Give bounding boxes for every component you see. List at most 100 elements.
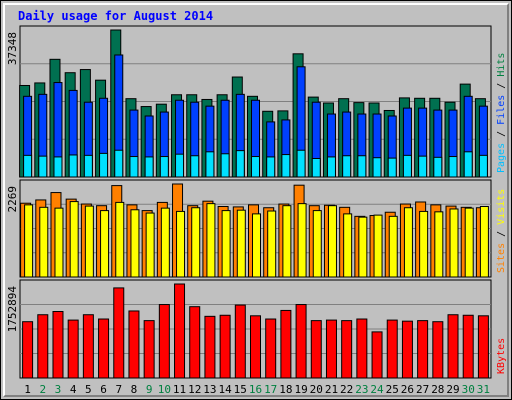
bar-kbytes-kbytes-day-16 (250, 315, 261, 379)
panel-hits-legend-part-1: / (496, 125, 507, 143)
x-tick-day-13: 13 (203, 383, 216, 396)
panel-hits: 37348 Pages / Files / Hits (6, 25, 507, 178)
bar-hits-pages-day-17 (266, 156, 276, 178)
bar-kbytes-kbytes-day-10 (158, 304, 170, 379)
bar-kbytes-kbytes-day-30 (462, 314, 474, 379)
bar-kbytes-kbytes-day-26 (401, 320, 413, 379)
x-tick-day-30: 30 (462, 383, 475, 396)
bar-kbytes-kbytes-day-24 (371, 331, 383, 379)
bar-visits-visits-day-22 (343, 213, 353, 278)
x-tick-day-14: 14 (218, 383, 232, 396)
bar-hits-pages-day-9 (144, 156, 154, 178)
bar-hits-pages-day-30 (463, 151, 473, 178)
bar-kbytes-kbytes-day-25 (386, 319, 398, 379)
bar-kbytes-kbytes-day-13 (204, 315, 216, 379)
bar-visits-visits-day-20 (312, 210, 322, 278)
x-tick-day-12: 12 (188, 383, 201, 396)
bar-hits-pages-day-24 (372, 157, 382, 178)
x-tick-day-29: 29 (446, 383, 459, 396)
bar-visits-visits-day-14 (221, 210, 231, 278)
bar-hits-pages-day-4 (68, 154, 78, 178)
bar-visits-visits-day-5 (84, 205, 94, 278)
bar-visits-visits-day-26 (403, 207, 413, 278)
bar-kbytes-kbytes-day-17 (265, 318, 277, 379)
bar-hits-pages-day-1 (23, 154, 33, 178)
panel-visits-legend-part-2: Visits (496, 189, 507, 225)
bar-kbytes-kbytes-day-23 (356, 318, 368, 379)
bar-hits-pages-day-7 (114, 149, 124, 178)
bar-hits-pages-day-6 (99, 152, 109, 178)
bar-kbytes-kbytes-day-9 (143, 320, 155, 379)
bar-visits-visits-day-16 (252, 213, 261, 278)
x-tick-day-22: 22 (340, 383, 353, 396)
bar-kbytes-kbytes-day-15 (234, 304, 246, 379)
panel-kbytes-legend-label: KBytes (496, 338, 507, 374)
x-tick-day-15: 15 (234, 383, 247, 396)
bar-hits-pages-day-8 (129, 156, 139, 178)
bar-hits-pages-day-20 (311, 158, 321, 178)
bar-visits-visits-day-7 (115, 201, 125, 278)
panel-hits-legend-part-2: Files (496, 95, 507, 125)
bar-visits-visits-day-21 (327, 205, 337, 278)
bar-hits-pages-day-29 (448, 156, 458, 178)
bar-visits-visits-day-9 (145, 212, 155, 278)
bar-visits-visits-day-27 (419, 210, 429, 278)
bar-visits-visits-day-8 (130, 209, 140, 278)
x-tick-day-28: 28 (431, 383, 444, 396)
x-tick-day-27: 27 (416, 383, 429, 396)
bar-visits-visits-day-29 (449, 208, 459, 278)
x-tick-day-19: 19 (294, 383, 307, 396)
panel-visits-ymax-label: 2269 (6, 186, 19, 213)
x-tick-day-11: 11 (173, 383, 186, 396)
bar-hits-pages-day-14 (220, 153, 230, 178)
bar-hits-pages-day-18 (281, 154, 291, 178)
chart-bevel (3, 3, 509, 397)
bar-visits-visits-day-13 (206, 203, 216, 278)
bar-kbytes-kbytes-day-5 (82, 314, 94, 379)
bar-visits-visits-day-2 (39, 206, 49, 278)
x-axis-labels: 1 2 3 4 5 6 7 8 9 10 11 12 13 14 15 16 17 18 19 20 21 22 23 24 2… (24, 383, 490, 396)
x-tick-day-20: 20 (310, 383, 323, 396)
x-tick-day-10: 10 (158, 383, 171, 396)
panel-kbytes: 1752894 KBytes (6, 279, 507, 379)
bar-hits-pages-day-2 (38, 155, 48, 178)
panel-visits-legend-part-1: / (496, 225, 507, 243)
bar-hits-pages-day-16 (251, 156, 260, 178)
bar-kbytes-kbytes-day-1 (22, 321, 34, 379)
bar-kbytes-kbytes-day-12 (189, 306, 201, 379)
bar-kbytes-kbytes-day-6 (98, 318, 110, 379)
bar-hits-pages-day-3 (53, 156, 63, 178)
x-tick-day-2: 2 (39, 383, 46, 396)
bar-hits-pages-day-21 (326, 156, 336, 178)
bar-kbytes-kbytes-day-28 (432, 321, 444, 379)
bar-hits-pages-day-22 (342, 155, 352, 178)
bar-kbytes-kbytes-day-19 (295, 304, 307, 379)
bar-visits-visits-day-31 (479, 206, 489, 278)
x-tick-day-17: 17 (264, 383, 277, 396)
x-tick-day-1: 1 (24, 383, 31, 396)
panel-kbytes-ymax-label: 1752894 (6, 286, 19, 333)
bar-kbytes-kbytes-day-29 (447, 314, 459, 379)
bar-hits-pages-day-5 (83, 154, 93, 178)
bar-kbytes-kbytes-day-7 (113, 287, 125, 379)
bar-kbytes-kbytes-day-8 (128, 310, 140, 379)
bar-visits-visits-day-3 (54, 207, 64, 278)
bar-kbytes-kbytes-day-27 (417, 320, 429, 379)
bar-visits-visits-day-25 (388, 215, 398, 278)
bar-hits-pages-day-12 (190, 155, 200, 178)
bar-visits-visits-day-6 (100, 210, 110, 278)
bar-kbytes-kbytes-day-31 (477, 315, 489, 379)
panel-visits: 2269 Sites / Visits (6, 179, 507, 278)
x-tick-day-21: 21 (325, 383, 338, 396)
bar-visits-visits-day-1 (24, 204, 34, 278)
x-tick-day-4: 4 (70, 383, 77, 396)
bar-kbytes-kbytes-day-20 (310, 320, 322, 379)
bar-visits-visits-day-30 (464, 207, 474, 278)
x-tick-day-31: 31 (477, 383, 490, 396)
bar-hits-pages-day-10 (159, 156, 169, 178)
bar-visits-visits-day-12 (191, 207, 201, 278)
bar-hits-pages-day-31 (478, 154, 488, 178)
x-tick-day-8: 8 (131, 383, 138, 396)
bar-visits-visits-day-11 (176, 210, 186, 278)
